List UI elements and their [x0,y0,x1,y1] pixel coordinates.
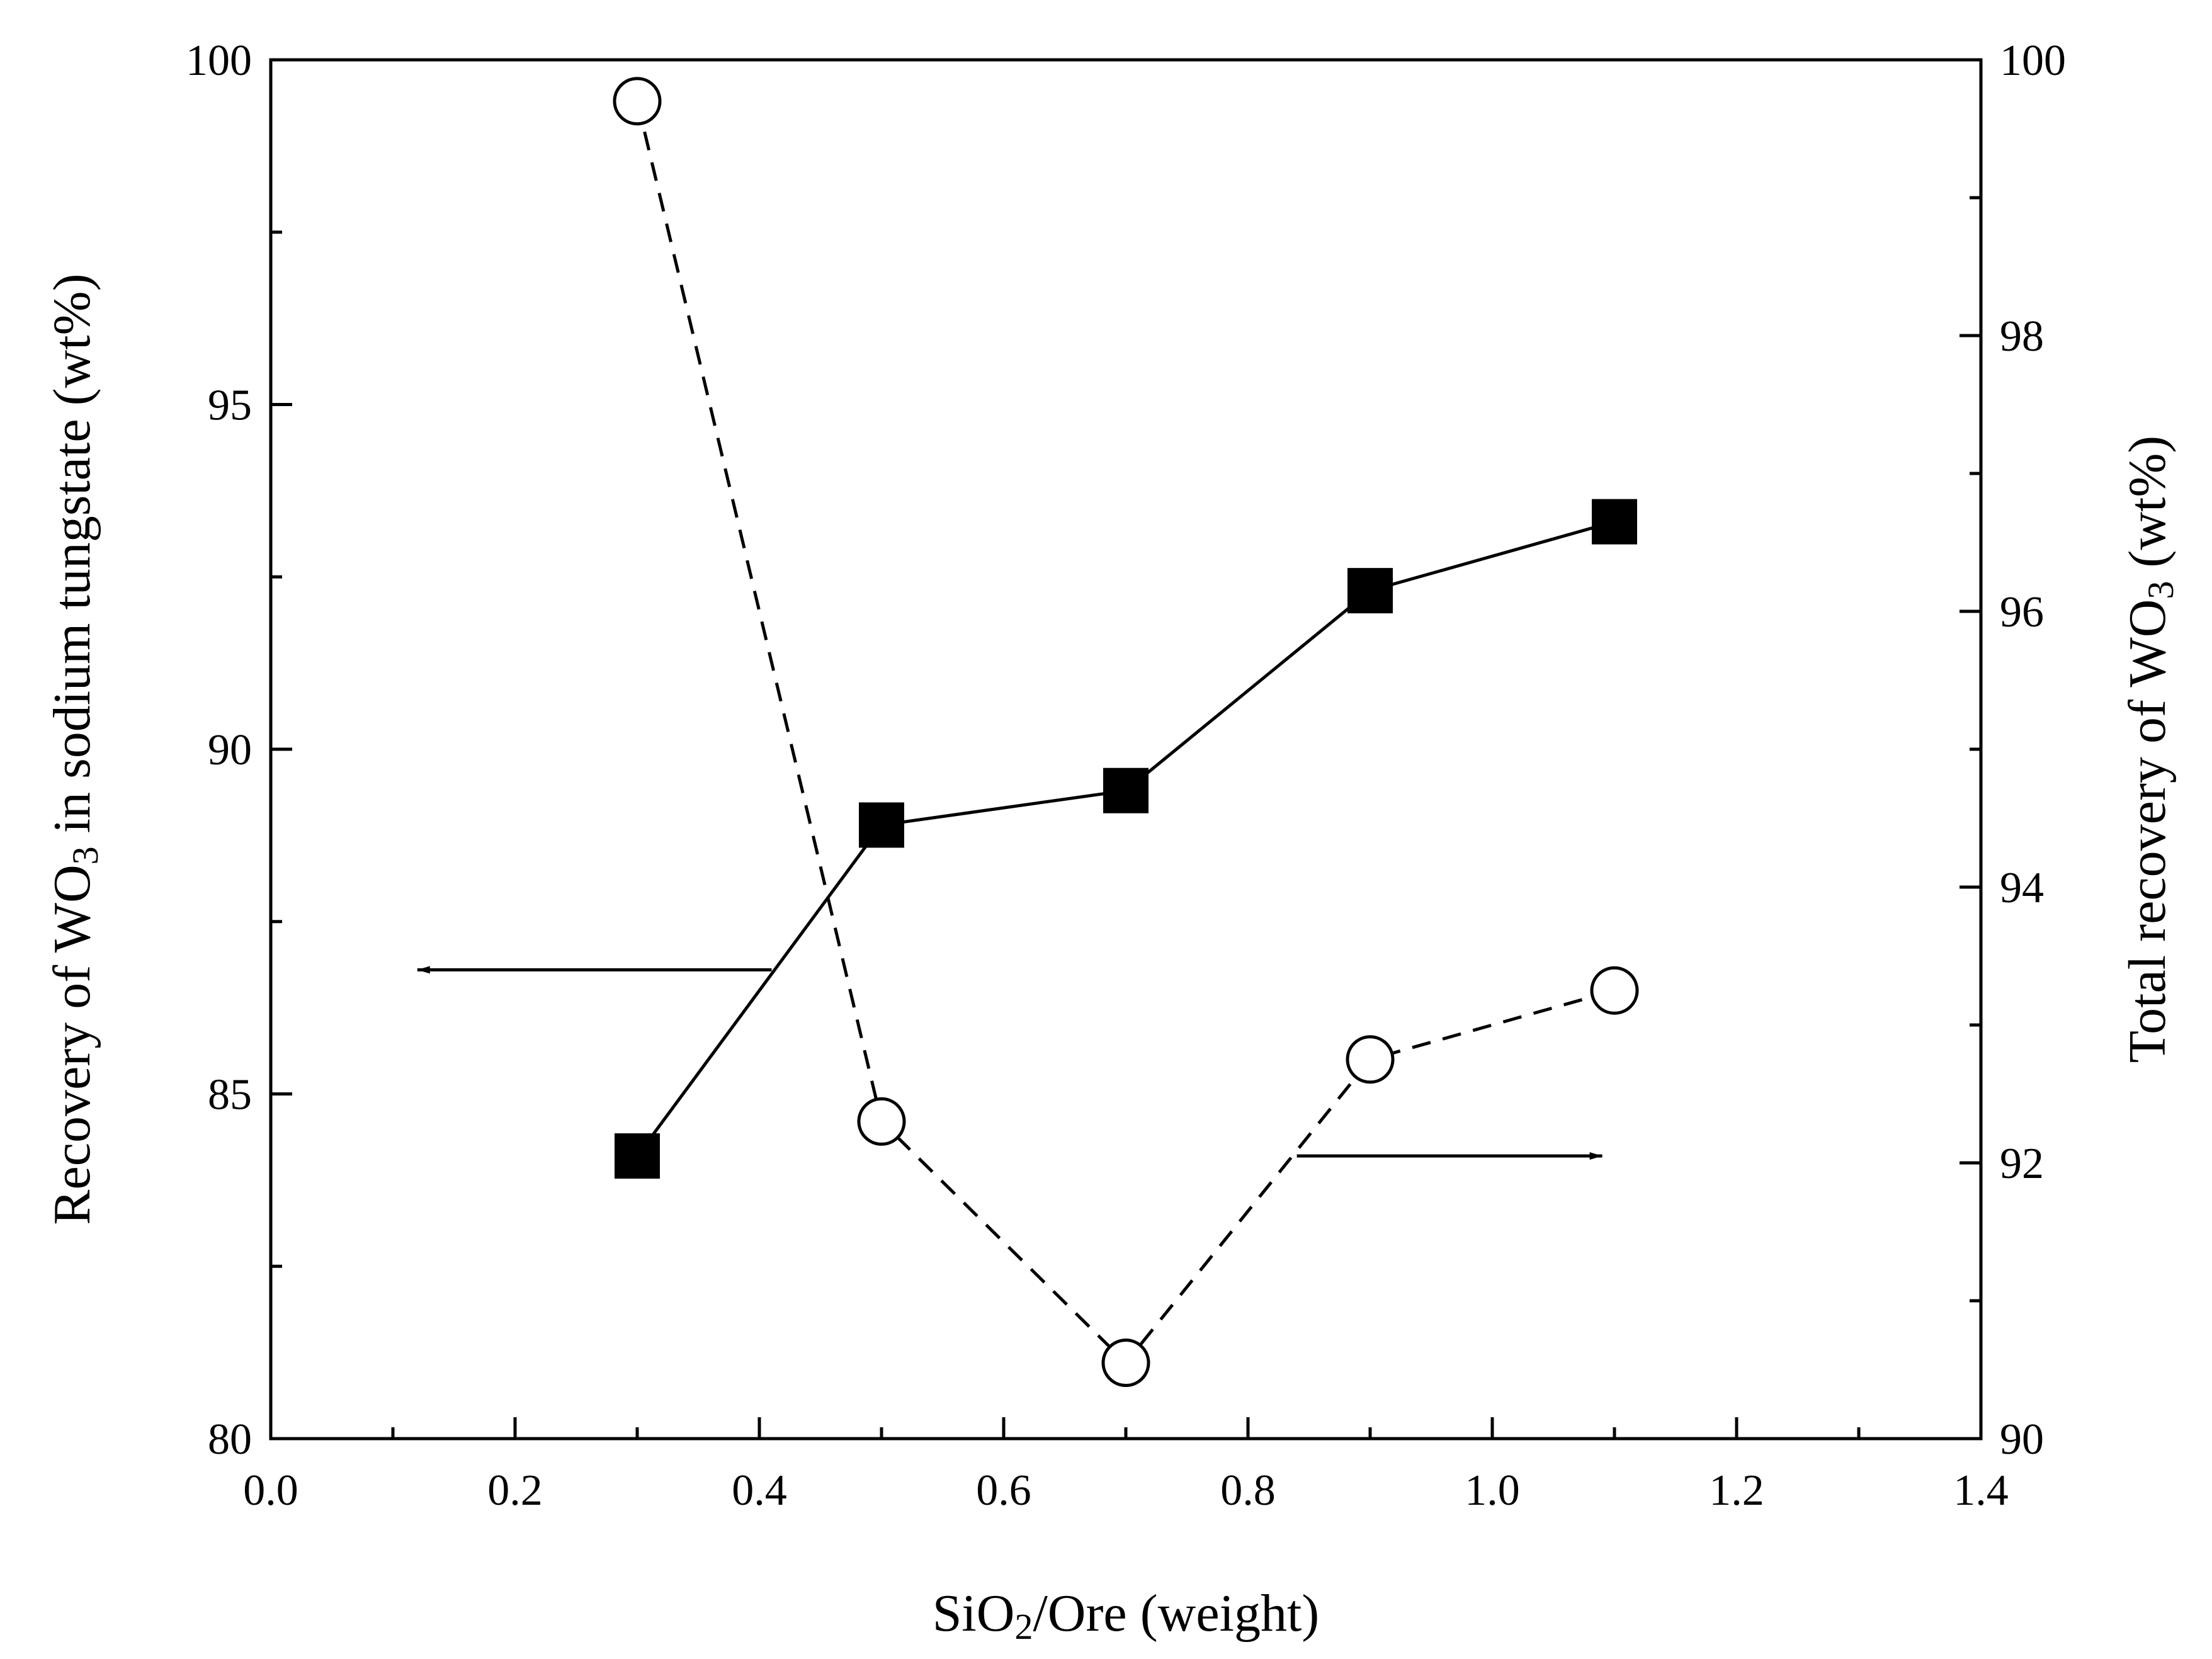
data-point-square [1592,499,1637,545]
left-tick-label: 95 [208,382,252,430]
data-point-square [1103,767,1149,813]
plot-frame [269,58,1983,1441]
left-tick-label: 100 [186,37,252,85]
left-tick-label: 90 [208,726,252,774]
right-tick-label: 100 [2000,37,2066,85]
data-point-square [1347,568,1393,614]
data-point-square [615,1133,660,1179]
x-tick-label: 1.0 [1465,1466,1520,1515]
x-tick-label: 0.0 [243,1466,298,1515]
data-point-circle [1101,1339,1150,1388]
x-axis-title: SiO2/Ore (weight) [933,1584,1320,1647]
x-axis-ticks [269,1417,1983,1439]
right-tick-label: 96 [2000,588,2044,637]
series-line-1 [635,520,1615,1157]
series-lines [635,101,1615,1366]
left-tick-label: 85 [208,1071,252,1119]
x-tick-label: 1.4 [1953,1466,2009,1515]
right-axis-ticks [1960,58,1981,1441]
right-tick-label: 90 [2000,1415,2044,1464]
right-tick-label: 94 [2000,864,2044,912]
left-axis-title: Recovery of WO3 in sodium tungstate (wt%… [43,273,106,1225]
data-point-circle [1346,1035,1395,1084]
left-tick-label: 80 [208,1415,252,1464]
x-tick-label: 0.8 [1220,1466,1276,1515]
series-line-2 [635,101,1615,1366]
left-axis-tick-labels: 80 85 90 95 100 [186,37,252,1464]
right-tick-label: 98 [2000,312,2044,361]
data-point-circle [857,1097,906,1146]
x-axis-tick-labels: 0.0 0.2 0.4 0.6 0.8 1.0 1.2 1.4 [243,1466,2009,1515]
data-point-circle [1590,966,1639,1015]
left-axis-ticks [271,58,292,1441]
data-point-circle [613,77,662,126]
annotation-arrows [417,966,1602,1160]
right-tick-label: 92 [2000,1140,2044,1188]
right-axis-title: Total recovery of WO3 (wt%) [2118,436,2181,1063]
x-tick-label: 0.4 [732,1466,787,1515]
right-axis-tick-labels: 90 92 94 96 98 100 [2000,37,2066,1464]
x-tick-label: 1.2 [1709,1466,1764,1515]
series-markers [613,77,1639,1388]
data-point-square [859,802,904,848]
x-tick-label: 0.2 [487,1466,543,1515]
x-tick-label: 0.6 [976,1466,1031,1515]
